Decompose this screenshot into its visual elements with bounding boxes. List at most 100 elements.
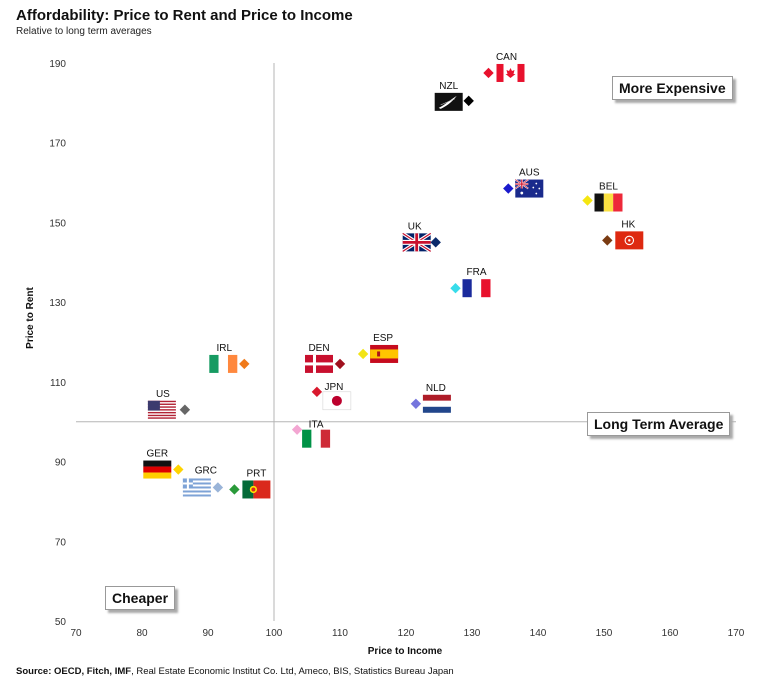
flag-uk-icon	[403, 233, 431, 251]
data-point-jpn: JPN	[311, 382, 352, 411]
y-tick-label: 110	[50, 378, 66, 389]
diamond-marker	[291, 424, 303, 435]
diamond-marker	[229, 484, 240, 495]
flag-can-icon	[496, 63, 525, 82]
diamond-marker	[503, 183, 514, 194]
chart-title: Affordability: Price to Rent and Price t…	[16, 7, 353, 24]
point-label: US	[156, 389, 170, 400]
y-tick-label: 50	[55, 617, 67, 628]
point-label: HK	[621, 219, 635, 230]
x-tick-label: 120	[398, 628, 415, 639]
x-tick-label: 140	[530, 628, 547, 639]
y-tick-label: 70	[55, 537, 67, 548]
x-tick-label: 90	[202, 628, 214, 639]
point-label: CAN	[496, 52, 517, 63]
x-tick-label: 110	[332, 628, 348, 639]
diamond-marker	[410, 398, 422, 409]
flag-prt-icon	[242, 480, 271, 499]
data-point-aus: AUS	[503, 168, 545, 199]
annotation-cheaper: Cheaper	[105, 586, 176, 610]
point-label: NZL	[439, 81, 458, 92]
x-tick-label: 100	[266, 628, 283, 639]
point-label: GER	[146, 449, 168, 460]
diamond-marker	[450, 282, 461, 294]
flag-jpn-icon	[322, 391, 352, 411]
annotation-more-expensive: More Expensive	[612, 76, 733, 100]
source-rest: , Real Estate Economic Institut Co. Ltd,…	[131, 666, 454, 677]
diamond-marker	[582, 195, 593, 206]
data-point-bel: BEL	[582, 182, 623, 212]
data-point-nld: NLD	[410, 383, 451, 413]
diamond-marker	[357, 348, 369, 360]
x-tick-label: 130	[464, 628, 481, 639]
y-tick-label: 170	[49, 139, 66, 150]
data-point-can: CAN	[483, 52, 525, 82]
data-point-us: US	[147, 389, 191, 419]
data-point-uk: UK	[403, 221, 441, 251]
flag-esp-icon	[370, 344, 399, 363]
flag-us-icon	[147, 400, 176, 419]
flag-ita-icon	[302, 429, 331, 448]
x-tick-label: 150	[596, 628, 613, 639]
x-axis-label: Price to Income	[368, 646, 443, 657]
point-label: UK	[408, 221, 422, 232]
reference-lines	[76, 63, 736, 621]
diamond-marker	[463, 95, 474, 107]
flag-fra-icon	[462, 279, 491, 298]
point-label: DEN	[308, 343, 329, 354]
y-tick-label: 150	[49, 218, 66, 229]
data-point-hk: HK	[602, 219, 644, 250]
data-point-nzl: NZL	[434, 81, 474, 112]
diamond-marker	[430, 237, 441, 248]
point-label: NLD	[426, 383, 446, 394]
diamond-marker	[239, 358, 250, 370]
flag-hk-icon	[614, 230, 644, 250]
diamond-marker	[334, 358, 346, 370]
x-tick-label: 70	[70, 628, 82, 639]
source-bold: OECD, Fitch, IMF	[54, 666, 132, 677]
flag-nld-icon	[422, 394, 451, 413]
axes-group: 70 80 90 100 110 120 130 140 150 160 1705070901101…	[25, 59, 745, 657]
flag-nzl-icon	[434, 92, 464, 112]
x-tick-label: 80	[136, 628, 148, 639]
diamond-marker	[212, 482, 224, 493]
source-note: Source: OECD, Fitch, IMF, Real Estate Ec…	[16, 666, 454, 677]
point-label: ESP	[373, 333, 393, 344]
x-tick-label: 170	[728, 628, 745, 639]
flag-grc-icon	[181, 477, 212, 498]
data-point-ita: ITA	[291, 420, 331, 448]
data-point-prt: PRT	[229, 468, 271, 499]
point-label: JPN	[324, 382, 343, 393]
y-tick-label: 190	[49, 59, 66, 70]
y-tick-label: 90	[55, 458, 67, 469]
data-point-fra: FRA	[450, 267, 491, 298]
flag-ger-icon	[143, 460, 172, 479]
diamond-marker	[602, 235, 613, 246]
point-label: ITA	[309, 420, 324, 431]
point-label: FRA	[467, 267, 487, 278]
point-label: PRT	[246, 468, 266, 479]
diamond-marker	[311, 386, 323, 398]
source-prefix: Source:	[16, 666, 52, 677]
data-point-grc: GRC	[181, 465, 224, 498]
flag-aus-icon	[514, 178, 545, 199]
point-label: GRC	[195, 465, 217, 476]
flag-bel-icon	[594, 193, 623, 212]
diamond-marker	[179, 404, 191, 415]
annotation-long-term-average: Long Term Average	[587, 412, 731, 436]
point-label: AUS	[519, 168, 540, 179]
diamond-marker	[483, 67, 494, 79]
data-point-irl: IRL	[209, 343, 250, 373]
flag-irl-icon	[209, 354, 238, 373]
data-point-esp: ESP	[357, 333, 399, 363]
diamond-marker	[173, 464, 184, 475]
point-label: BEL	[599, 182, 618, 193]
y-axis-label: Price to Rent	[25, 286, 36, 348]
data-point-ger: GER	[143, 449, 184, 479]
chart-subtitle: Relative to long term averages	[16, 26, 152, 37]
x-tick-label: 160	[662, 628, 679, 639]
data-points: CAN NZL AUS BEL HK UK FRA ESP DEN IRL JPN NLD US ITA G…	[143, 52, 644, 499]
data-point-den: DEN	[305, 343, 346, 373]
point-label: IRL	[217, 343, 233, 354]
